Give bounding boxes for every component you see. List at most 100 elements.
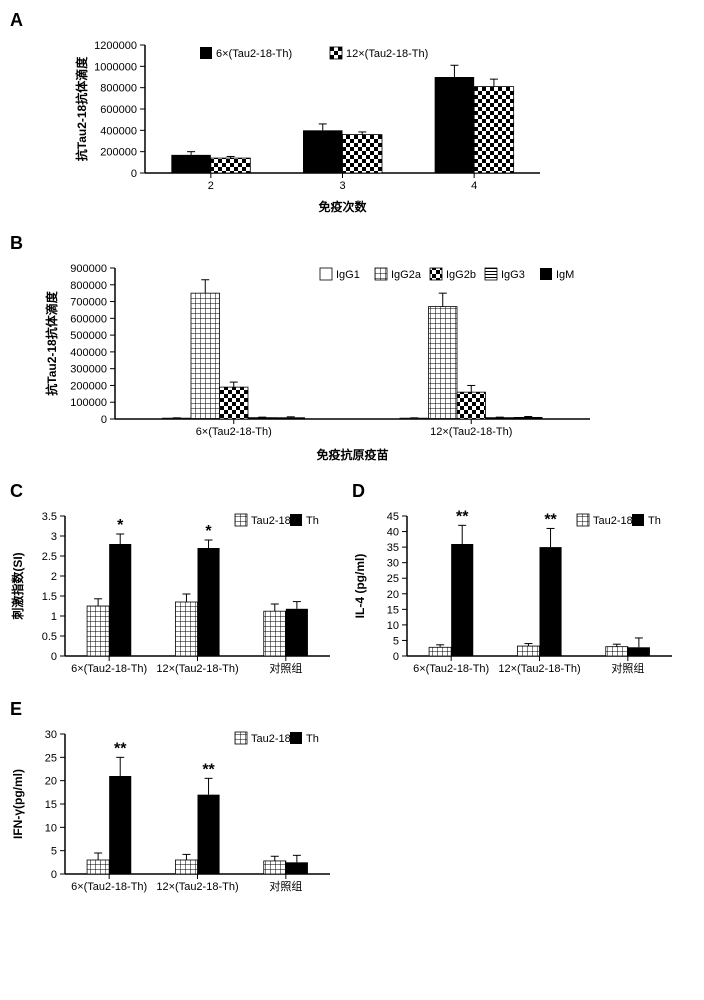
legend-swatch <box>290 514 302 526</box>
legend-label: IgG2a <box>391 269 422 281</box>
bar <box>87 606 109 656</box>
legend-swatch <box>330 47 342 59</box>
chart-C: 00.511.522.533.5*6×(Tau2-18-Th)*12×(Tau2… <box>10 506 340 681</box>
legend-swatch <box>320 268 332 280</box>
y-axis-label: 抗Tau2-18抗体滴度 <box>44 290 59 395</box>
ytick-label: 2.5 <box>42 551 57 563</box>
bar <box>457 392 486 419</box>
bar <box>286 862 308 874</box>
bar <box>486 418 515 419</box>
bar <box>277 417 306 419</box>
sig-marker: ** <box>544 511 557 528</box>
bar <box>474 87 513 173</box>
bar <box>628 647 650 656</box>
ytick-label: 15 <box>387 604 399 616</box>
legend-label: IgG3 <box>501 269 525 281</box>
ytick-label: 400000 <box>70 347 107 359</box>
sig-marker: * <box>117 517 124 534</box>
ytick-label: 20 <box>387 589 399 601</box>
legend-label: Th <box>306 515 319 527</box>
bar <box>303 130 343 173</box>
ytick-label: 1 <box>51 611 57 623</box>
legend-label: Th <box>306 733 319 745</box>
ytick-label: 800000 <box>70 280 107 292</box>
ytick-label: 0.5 <box>42 631 57 643</box>
panel-label-D: D <box>352 481 694 502</box>
legend-swatch <box>577 514 589 526</box>
legend-swatch <box>235 732 247 744</box>
ytick-label: 30 <box>45 729 57 741</box>
legend-swatch <box>375 268 387 280</box>
ytick-label: 1.5 <box>42 591 57 603</box>
bar <box>220 387 249 419</box>
ytick-label: 40 <box>387 527 399 539</box>
ytick-label: 0 <box>101 414 107 426</box>
xtick-label: 12×(Tau2-18-Th) <box>156 663 238 675</box>
chart-B: 0100000200000300000400000500000600000700… <box>40 258 600 463</box>
bar <box>198 548 220 656</box>
ytick-label: 10 <box>387 620 399 632</box>
legend-swatch <box>290 732 302 744</box>
xtick-label: 12×(Tau2-18-Th) <box>430 426 512 438</box>
bar <box>264 861 286 874</box>
ytick-label: 1200000 <box>94 40 137 52</box>
y-axis-label: IL-4 (pg/ml) <box>353 554 367 619</box>
ytick-label: 600000 <box>100 104 137 116</box>
sig-marker: ** <box>114 740 127 757</box>
ytick-label: 15 <box>45 799 57 811</box>
legend-swatch <box>540 268 552 280</box>
ytick-label: 3.5 <box>42 511 57 523</box>
bar <box>286 609 308 656</box>
legend-label: Th <box>648 515 661 527</box>
ytick-label: 200000 <box>70 380 107 392</box>
chart-D: 051015202530354045**6×(Tau2-18-Th)**12×(… <box>352 506 682 681</box>
legend-label: Tau2-18 <box>593 515 633 527</box>
legend-label: IgG2b <box>446 269 476 281</box>
ytick-label: 800000 <box>100 83 137 95</box>
bar <box>211 158 251 173</box>
sig-marker: * <box>205 523 212 540</box>
legend-label: IgG1 <box>336 269 360 281</box>
xtick-label: 6×(Tau2-18-Th) <box>413 663 489 675</box>
bar <box>606 647 628 656</box>
legend-label: 6×(Tau2-18-Th) <box>216 48 292 60</box>
ytick-label: 1000000 <box>94 61 137 73</box>
ytick-label: 600000 <box>70 313 107 325</box>
ytick-label: 5 <box>51 846 57 858</box>
ytick-label: 200000 <box>100 147 137 159</box>
ytick-label: 25 <box>387 573 399 585</box>
xtick-label: 12×(Tau2-18-Th) <box>498 663 580 675</box>
legend-label: Tau2-18 <box>251 733 291 745</box>
xtick-label: 3 <box>339 180 345 192</box>
ytick-label: 300000 <box>70 364 107 376</box>
panel-label-B: B <box>10 233 694 254</box>
xtick-label: 12×(Tau2-18-Th) <box>156 881 238 893</box>
ytick-label: 100000 <box>70 397 107 409</box>
xtick-label: 4 <box>471 180 477 192</box>
legend-swatch <box>235 514 247 526</box>
legend-swatch <box>485 268 497 280</box>
bar <box>109 776 131 874</box>
bar <box>451 544 473 656</box>
ytick-label: 400000 <box>100 125 137 137</box>
x-axis-label: 免疫抗原疫苗 <box>316 447 388 462</box>
ytick-label: 3 <box>51 531 57 543</box>
legend-swatch <box>200 47 212 59</box>
sig-marker: ** <box>202 761 215 778</box>
ytick-label: 0 <box>51 651 57 663</box>
bar <box>109 544 131 656</box>
xtick-label: 对照组 <box>611 661 644 675</box>
ytick-label: 500000 <box>70 330 107 342</box>
ytick-label: 900000 <box>70 263 107 275</box>
bar <box>264 611 286 656</box>
bar <box>343 135 383 173</box>
x-axis-label: 免疫次数 <box>318 199 367 214</box>
legend-swatch <box>632 514 644 526</box>
chart-A: 0200000400000600000800000100000012000002… <box>70 35 550 215</box>
bar <box>429 307 458 419</box>
xtick-label: 2 <box>208 180 214 192</box>
panel-label-A: A <box>10 10 694 31</box>
xtick-label: 6×(Tau2-18-Th) <box>196 426 272 438</box>
bar <box>191 293 220 419</box>
ytick-label: 0 <box>51 869 57 881</box>
